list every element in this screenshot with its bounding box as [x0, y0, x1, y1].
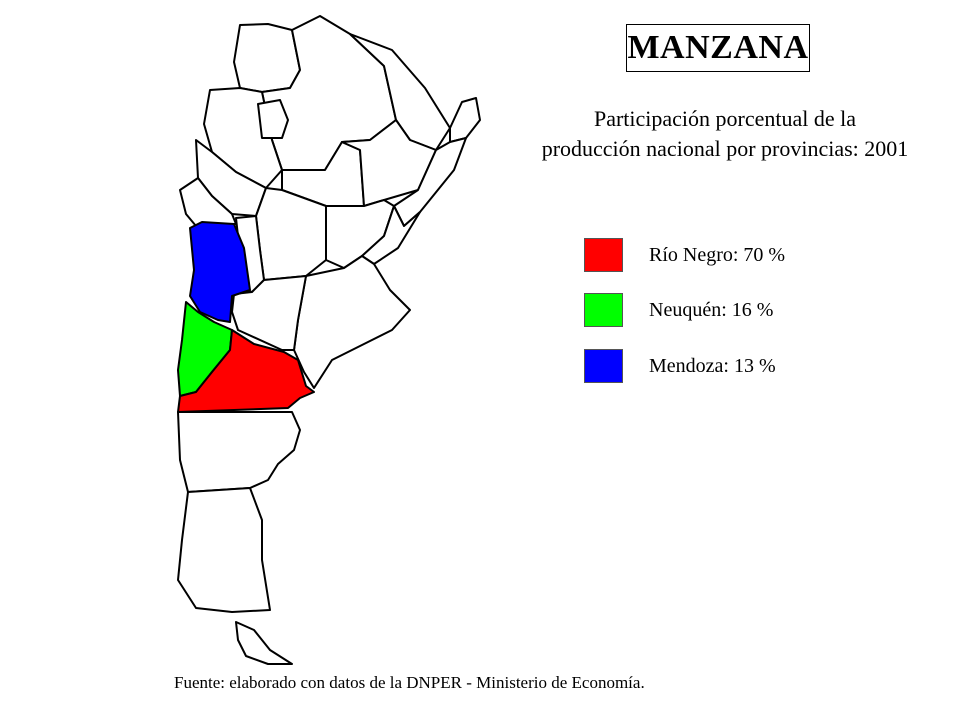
province-cordoba: [255, 187, 327, 281]
legend-label-mendoza: Mendoza: 13 %: [649, 354, 776, 377]
province-la-pampa: [231, 275, 307, 351]
province-jujuy: [233, 23, 301, 93]
province-buenos-aires: [293, 255, 411, 389]
province-entre-rios: [361, 205, 421, 265]
province-santa-cruz: [177, 487, 271, 613]
province-san-juan: [179, 177, 237, 227]
map-subtitle: Participación porcentual de la producció…: [490, 104, 960, 164]
legend-label-rio-negro: Río Negro: 70 %: [649, 243, 786, 266]
legend-item-mendoza: Mendoza: 13 %: [584, 348, 776, 384]
province-tucuman: [257, 99, 289, 139]
subtitle-line-1: Participación porcentual de la: [593, 106, 857, 131]
map-title: MANZANA: [626, 24, 810, 72]
subtitle-line-2: producción nacional por provincias: 2001: [541, 136, 909, 161]
province-chubut: [177, 411, 301, 493]
legend-item-rio-negro: Río Negro: 70 %: [584, 237, 785, 273]
province-misiones: [449, 97, 481, 143]
province-rio-negro: [177, 329, 315, 413]
source-note: Fuente: elaborado con datos de la DNPER …: [174, 673, 645, 692]
legend-swatch-neuquen: [584, 293, 623, 327]
legend-item-neuquen: Neuquén: 16 %: [584, 292, 773, 328]
legend-swatch-rio-negro: [584, 238, 623, 272]
legend-swatch-mendoza: [584, 349, 623, 383]
province-tierra-del-fuego: [235, 621, 293, 665]
province-mendoza: [189, 221, 251, 323]
legend-label-neuquen: Neuquén: 16 %: [649, 298, 774, 321]
